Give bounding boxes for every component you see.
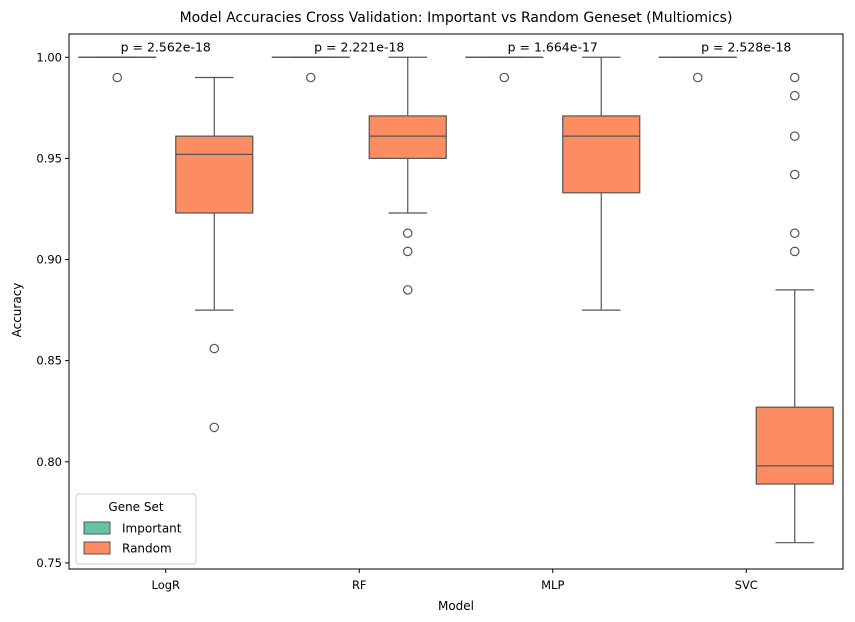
random-box-rf <box>368 115 447 159</box>
legend-swatch-important <box>83 521 111 535</box>
random-box-logr <box>175 135 254 214</box>
random-outlier-point <box>789 90 800 101</box>
y-axis-label: Accuracy <box>10 283 24 338</box>
p-value-annotation: p = 2.528e-18 <box>701 39 791 54</box>
random-outlier-point <box>789 169 800 180</box>
y-tick-label: 0.95 <box>36 151 62 165</box>
x-tick-label: RF <box>352 578 367 592</box>
important-outlier-point <box>692 72 703 83</box>
legend: Gene Set Important Random <box>75 493 197 565</box>
y-tick-label: 0.80 <box>36 455 62 469</box>
y-tick-label: 0.75 <box>36 556 62 570</box>
random-outlier-point <box>789 131 800 141</box>
p-value-annotation: p = 2.221e-18 <box>314 39 404 54</box>
random-outlier-point <box>209 422 220 433</box>
random-box-svc <box>755 406 834 485</box>
y-tick-label: 1.00 <box>36 50 62 64</box>
random-outlier-point <box>402 228 413 239</box>
chart-title: Model Accuracies Cross Validation: Impor… <box>180 10 733 26</box>
random-outlier-point <box>789 72 800 83</box>
legend-entry-random: Random <box>122 542 172 556</box>
random-outlier-point <box>402 246 413 257</box>
important-outlier-point <box>305 72 316 83</box>
random-box-mlp <box>562 115 641 194</box>
important-outlier-point <box>499 72 510 83</box>
important-outlier-point <box>112 72 123 83</box>
y-tick-label: 0.85 <box>36 354 62 368</box>
x-axis-label: Model <box>438 599 474 613</box>
random-outlier-point <box>789 228 800 239</box>
random-outlier-point <box>789 246 800 257</box>
x-tick-label: SVC <box>735 578 758 592</box>
p-value-annotation: p = 1.664e-17 <box>508 39 598 54</box>
legend-entry-important: Important <box>122 522 182 536</box>
x-tick-label: MLP <box>541 578 564 592</box>
plot-area: 0.75 0.80 0.85 0.90 0.95 1.00 LogR RF MLP SVC p = … <box>36 33 844 592</box>
axes-frame <box>68 33 844 570</box>
p-value-annotation: p = 2.562e-18 <box>121 39 211 54</box>
legend-title: Gene Set <box>108 500 163 514</box>
random-outlier-point <box>402 285 413 295</box>
x-tick-label: LogR <box>151 578 180 592</box>
y-tick-label: 0.90 <box>36 253 62 267</box>
random-outlier-point <box>209 343 220 354</box>
legend-swatch-random <box>83 541 111 555</box>
